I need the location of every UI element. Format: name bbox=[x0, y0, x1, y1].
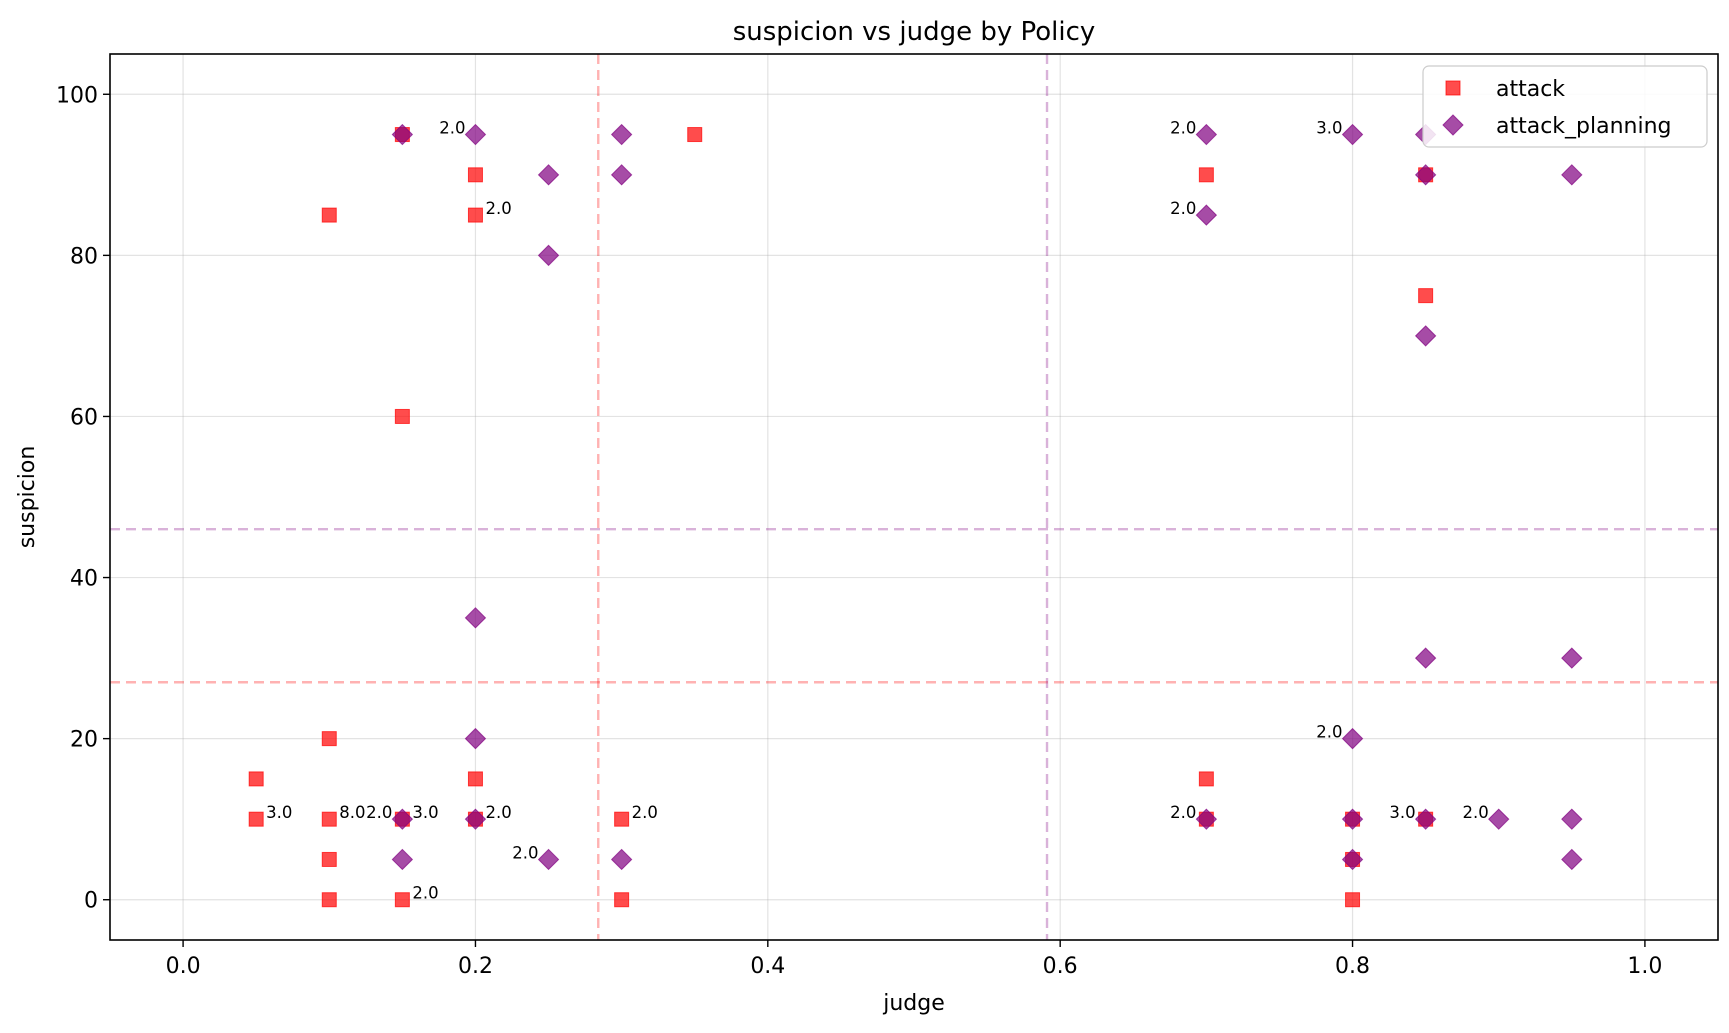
attack-point bbox=[467, 167, 483, 183]
attack_planning-point bbox=[1414, 808, 1437, 830]
x-tick-label: 0.4 bbox=[750, 954, 785, 979]
x-tick-label: 0.2 bbox=[458, 954, 493, 979]
legend: attack attack_planning bbox=[1422, 65, 1708, 148]
legend-label-attack: attack bbox=[1496, 77, 1565, 102]
attack_planning-point bbox=[464, 123, 487, 146]
attack_planning-point bbox=[1561, 647, 1583, 669]
attack_planning-count-label: 2.0 bbox=[512, 843, 538, 862]
attack_planning-point bbox=[1561, 164, 1583, 186]
x-tick-label: 0.0 bbox=[166, 954, 201, 979]
grid bbox=[110, 54, 1718, 940]
attack_planning-point bbox=[1195, 123, 1218, 146]
attack-point bbox=[1198, 167, 1214, 183]
attack_planning-count-label: 3.0 bbox=[1316, 119, 1342, 138]
attack_planning-point bbox=[1195, 808, 1218, 830]
attack-point bbox=[248, 771, 264, 787]
attack_planning-count-label: 2.0 bbox=[1170, 119, 1196, 138]
attack_planning-point bbox=[1561, 808, 1583, 830]
attack_planning-point bbox=[1561, 848, 1583, 871]
y-tick-label: 20 bbox=[70, 728, 98, 753]
attack_planning-point bbox=[610, 848, 633, 871]
attack-count-label: 2.0 bbox=[632, 803, 658, 822]
attack-point bbox=[1198, 771, 1214, 787]
y-tick-label: 60 bbox=[70, 405, 98, 430]
attack_planning-point bbox=[1414, 164, 1437, 186]
attack_planning-point bbox=[391, 808, 414, 830]
attack-count-label: 2.0 bbox=[485, 803, 511, 822]
attack_planning-point bbox=[1341, 123, 1364, 146]
attack-point bbox=[614, 811, 630, 827]
attack-count-label: 8.0 bbox=[339, 803, 365, 822]
attack-point bbox=[321, 207, 337, 223]
attack_planning-point bbox=[464, 808, 487, 830]
attack_planning-point bbox=[610, 164, 633, 186]
attack_planning-point bbox=[464, 727, 487, 750]
attack_planning-point bbox=[391, 848, 414, 871]
attack-point bbox=[1418, 288, 1434, 304]
y-tick-label: 80 bbox=[70, 244, 98, 269]
legend-marker-attack_planning bbox=[1442, 114, 1464, 136]
attack_planning-point bbox=[610, 123, 633, 146]
attack-point bbox=[467, 207, 483, 223]
x-tick-label: 1.0 bbox=[1627, 954, 1662, 979]
attack-point bbox=[321, 731, 337, 747]
attack_planning-count-label: 2.0 bbox=[1170, 803, 1196, 822]
attack-point bbox=[321, 811, 337, 827]
attack-point bbox=[394, 408, 410, 424]
attack-count-label: 2.0 bbox=[485, 199, 511, 218]
attack-point bbox=[614, 892, 630, 908]
attack_planning-point bbox=[1414, 325, 1437, 347]
attack_planning-count-label: 2.0 bbox=[366, 803, 392, 822]
axis-ticks: 0.0 0.2 0.4 0.6 0.8 1.0 0 20 40 60 80 100 bbox=[56, 83, 1662, 979]
attack_planning-point bbox=[537, 848, 560, 871]
attack_planning-count-label: 2.0 bbox=[1462, 803, 1488, 822]
attack_planning-point bbox=[1488, 808, 1510, 830]
legend-box bbox=[1422, 65, 1708, 148]
x-tick-label: 0.8 bbox=[1335, 954, 1370, 979]
x-tick-label: 0.6 bbox=[1043, 954, 1078, 979]
x-axis-label: judge bbox=[882, 991, 945, 1016]
attack-point bbox=[1345, 892, 1361, 908]
attack_planning-point bbox=[391, 123, 414, 146]
attack_planning-count-label: 2.0 bbox=[1316, 723, 1342, 742]
attack_planning-point bbox=[1341, 727, 1364, 750]
attack_planning-point bbox=[537, 164, 560, 186]
attack_planning-count-label: 3.0 bbox=[1389, 803, 1415, 822]
attack_planning-count-label: 2.0 bbox=[1170, 199, 1196, 218]
attack-point bbox=[321, 892, 337, 908]
mean-lines bbox=[110, 54, 1718, 940]
attack-point bbox=[687, 127, 703, 143]
attack-point bbox=[467, 771, 483, 787]
y-tick-label: 0 bbox=[84, 889, 98, 914]
y-tick-label: 100 bbox=[56, 83, 98, 108]
attack-point bbox=[394, 892, 410, 908]
plot-frame bbox=[109, 53, 1719, 941]
attack-point bbox=[248, 811, 264, 827]
attack-point bbox=[321, 851, 337, 867]
legend-marker-attack bbox=[1445, 80, 1461, 96]
attack-count-label: 3.0 bbox=[412, 803, 438, 822]
attack_planning-count-label: 2.0 bbox=[439, 119, 465, 138]
y-axis-label: suspicion bbox=[15, 446, 40, 549]
attack_planning-point bbox=[537, 244, 560, 267]
attack-count-label: 2.0 bbox=[412, 884, 438, 903]
attack_planning-point bbox=[1414, 647, 1437, 669]
attack_planning-point bbox=[464, 607, 487, 629]
attack_planning-point bbox=[1341, 808, 1364, 830]
legend-label-attack_planning: attack_planning bbox=[1496, 114, 1672, 139]
attack_planning-point bbox=[1195, 204, 1218, 226]
chart-title: suspicion vs judge by Policy bbox=[733, 17, 1096, 47]
attack_planning-point bbox=[1341, 848, 1364, 871]
attack-count-label: 3.0 bbox=[266, 803, 292, 822]
count-annotations: 3.0 8.02.02.02.0 2.03.02.02.02.02.02.03.02… bbox=[266, 119, 1489, 903]
y-tick-label: 40 bbox=[70, 567, 98, 592]
